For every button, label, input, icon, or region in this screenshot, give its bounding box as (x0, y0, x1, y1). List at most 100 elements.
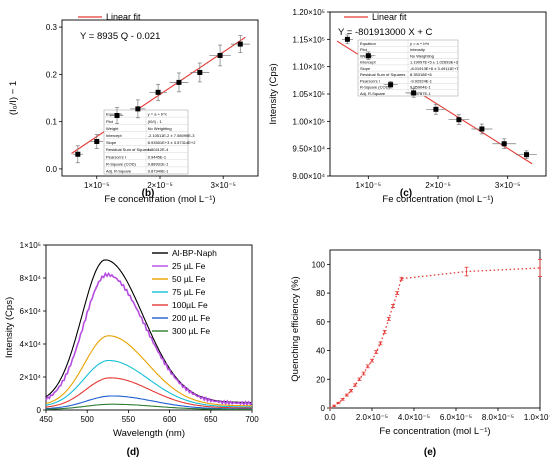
data-point (358, 378, 361, 381)
y-tick-label: 0.2 (46, 70, 58, 79)
data-point (344, 36, 350, 42)
stats-table-key: Plot (106, 119, 114, 124)
legend-label: 300 µL Fe (172, 326, 210, 336)
x-tick-label: 4.0×10⁻⁵ (398, 413, 430, 422)
stats-table-value: -8.01913E+8 ± 3.49111E+7 (410, 66, 459, 71)
x-tick-label: 2×10⁻⁵ (425, 181, 451, 190)
data-point (392, 305, 394, 307)
stats-table-value: 9.87349E-1 (148, 169, 169, 174)
data-point-group (492, 138, 517, 150)
data-point (375, 351, 378, 353)
x-tick-label: 3×10⁻⁵ (495, 181, 521, 190)
data-point-group (169, 72, 189, 93)
x-tick-label: 6.0×10⁻⁵ (440, 413, 472, 422)
y-tick-label: 1.20×10⁵ (293, 8, 325, 17)
fit-equation: Y = -801913000 X + C (338, 27, 433, 38)
x-axis-label: Fe concentration (mol L⁻¹) (379, 426, 490, 437)
y-tick-label: 100 (312, 260, 326, 269)
stats-table-value: 1.19097E+5 ± 1.02693E+3 (410, 60, 459, 65)
data-point-group (149, 83, 167, 101)
data-point (501, 141, 507, 147)
x-tick-label: 450 (39, 415, 53, 424)
y-tick-label: 1.10×10⁵ (293, 63, 325, 72)
panel-label: (d) (127, 447, 140, 458)
data-point (345, 394, 348, 396)
y-axis-label: Intensity (Cps) (268, 63, 279, 124)
y-tick-label: 20 (316, 375, 325, 384)
stats-table-value: 9.85904E-1 (410, 85, 431, 90)
legend-label: 100µL Fe (172, 300, 208, 310)
stats-table-value: Intensity (410, 47, 425, 52)
data-point (465, 270, 468, 273)
panel-d: 450 500 550 600 650 700 0 2×10⁴ 4×10⁴ 6×10⁴ 8×10⁴ 1… (4, 241, 259, 458)
y-tick-label: 1.15×10⁵ (293, 35, 325, 44)
data-point (114, 112, 120, 118)
x-tick-label: 0.0 (324, 413, 336, 422)
y-tick-label: 9.00×10⁴ (292, 172, 325, 181)
stats-table-key: Adj. R-Square (106, 169, 132, 174)
y-tick-label: 0.3 (46, 23, 58, 32)
data-point (371, 359, 373, 362)
y-tick-label: 2×10⁴ (20, 373, 42, 382)
data-point (479, 126, 485, 132)
data-point (362, 372, 365, 375)
data-point (411, 90, 417, 96)
y-tick-label: 1.00×10⁵ (293, 117, 325, 126)
data-point (366, 365, 369, 368)
data-point (387, 318, 390, 320)
data-point-group (341, 34, 353, 45)
stats-table-value: 8.35318E+6 (410, 72, 432, 77)
spectrum-line (45, 377, 252, 409)
y-tick-label: 0 (37, 406, 42, 415)
stats-table-value: 9.9445E-1 (148, 154, 167, 159)
legend-label: 50 µL Fe (172, 274, 206, 284)
plot-frame (45, 244, 253, 411)
data-point (383, 330, 386, 333)
data-point (237, 41, 243, 47)
panel-label: (b) (142, 188, 155, 199)
data-point (523, 152, 529, 158)
data-point (354, 384, 357, 386)
data-point (155, 89, 161, 95)
y-tick-label: 60 (316, 318, 325, 327)
stats-table: Equation y = a + b*x Plot (I0/I) - 1 Weight N… (103, 109, 197, 175)
x-tick-label: 550 (122, 415, 136, 424)
data-point-group (110, 107, 124, 124)
legend: Linear fit (78, 12, 141, 22)
spectrum-line (45, 335, 252, 407)
data-point (539, 267, 541, 269)
stats-table-key: Plot (360, 47, 368, 52)
data-point-group (426, 104, 446, 115)
y-tick-label: 1.05×10⁵ (293, 90, 325, 99)
data-point (217, 52, 223, 58)
legend-label: 75 µL Fe (172, 287, 206, 297)
data-point-group (516, 150, 537, 159)
data-point-group (130, 99, 146, 119)
data-point (350, 389, 352, 392)
y-tick-label: 1×10⁵ (20, 241, 41, 250)
stats-table-key: Pearson's r (360, 78, 381, 83)
y-axis-label: (I₀/I) − 1 (8, 81, 19, 115)
stats-table-value: No Weighting (148, 126, 172, 131)
stats-table-value: -2.10511E-2 ± 7.58099E-3 (148, 133, 196, 138)
stats-table-key: Equation (106, 112, 122, 117)
stats-table-value: y = a + b*x (410, 41, 429, 46)
spectrum-line (46, 395, 252, 410)
stats-table-key: R-Square (COD) (106, 161, 136, 166)
stats-table-value: y = a + b*x (148, 112, 167, 117)
efficiency-line (329, 267, 541, 409)
data-point (329, 407, 331, 409)
data-point (456, 117, 462, 123)
panel-label: (c) (400, 188, 412, 199)
x-tick-label: 1×10⁻⁵ (356, 181, 382, 190)
y-tick-label: 0 (321, 404, 326, 413)
fit-equation: Y = 8935 Q - 0.021 (80, 31, 160, 42)
x-axis-label: Fe concentration (mol L⁻¹) (382, 194, 493, 205)
x-tick-label: 600 (163, 415, 177, 424)
x-tick-label: 500 (81, 415, 95, 424)
stats-table-value: 8.93551E+3 ± 3.57314E+2 (148, 140, 197, 145)
stats-table-key: Pearson's r (106, 154, 127, 159)
x-tick-label: 3×10⁻⁵ (210, 181, 236, 190)
legend-label: Linear fit (372, 12, 407, 22)
